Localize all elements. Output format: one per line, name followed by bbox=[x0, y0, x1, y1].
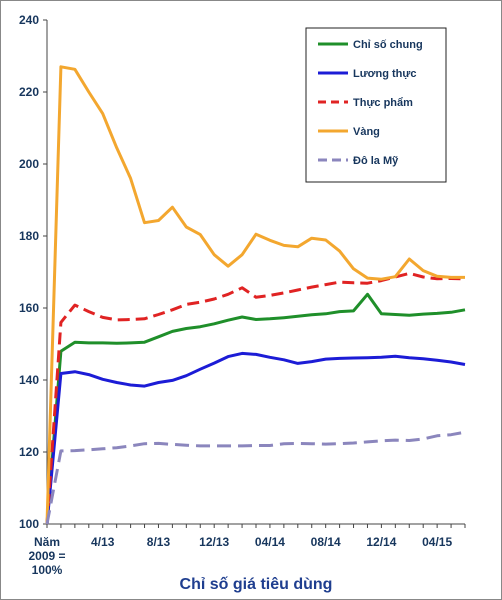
x-tick-label-line: 04/15 bbox=[422, 535, 452, 549]
x-tick-label: 08/14 bbox=[311, 535, 341, 549]
legend-label: Vàng bbox=[353, 126, 380, 138]
x-tick-label-line: 12/14 bbox=[366, 535, 396, 549]
y-tick-label: 220 bbox=[19, 85, 39, 99]
x-tick-label: 12/14 bbox=[366, 535, 396, 549]
series-line bbox=[45, 292, 466, 525]
series-line bbox=[45, 271, 466, 525]
x-tick-label: 04/15 bbox=[422, 535, 452, 549]
x-tick-label-line: 12/13 bbox=[199, 535, 229, 549]
x-tick-label-line: 04/14 bbox=[255, 535, 285, 549]
legend-label: Đô la Mỹ bbox=[353, 155, 399, 167]
x-tick-label-line: 100% bbox=[32, 563, 63, 577]
x-tick-label-line: 8/13 bbox=[147, 535, 171, 549]
y-tick-label: 180 bbox=[19, 229, 39, 243]
series-line bbox=[45, 430, 466, 525]
legend-label: Lương thực bbox=[353, 68, 416, 80]
y-tick-label: 120 bbox=[19, 445, 39, 459]
legend-box bbox=[305, 27, 447, 183]
legend-label: Thực phẩm bbox=[353, 97, 413, 109]
legend: Chỉ số chung Lương thực Thực phẩm Vàng Đô la… bbox=[305, 27, 447, 183]
series-line bbox=[45, 65, 465, 525]
x-tick-label: 04/14 bbox=[255, 535, 285, 549]
x-tick-label: 12/13 bbox=[199, 535, 229, 549]
x-tick-label-line: 4/13 bbox=[91, 535, 115, 549]
y-tick-label: 200 bbox=[19, 157, 39, 171]
x-tick-label-line: 08/14 bbox=[311, 535, 341, 549]
y-tick-label: 160 bbox=[19, 301, 39, 315]
y-tick-label: 140 bbox=[19, 373, 39, 387]
x-tick-label-line: Năm bbox=[34, 535, 60, 549]
legend-label: Chỉ số chung bbox=[353, 39, 423, 51]
series-lines bbox=[45, 65, 466, 525]
x-tick-label: Năm 2009 = 100% bbox=[28, 535, 65, 577]
x-axis-ticks: Năm 2009 = 100% 4/13 8/13 12/13 04/14 08/14 12/1… bbox=[28, 524, 466, 577]
y-tick-label: 240 bbox=[19, 13, 39, 27]
x-tick-label: 4/13 bbox=[91, 535, 115, 549]
x-tick-label: 8/13 bbox=[147, 535, 171, 549]
chart-title: Chỉ số giá tiêu dùng bbox=[180, 576, 333, 593]
x-tick-label-line: 2009 = bbox=[28, 549, 65, 563]
series-line bbox=[45, 351, 466, 525]
y-axis-ticks: 100 120 140 160 180 200 220 240 bbox=[19, 13, 47, 531]
y-tick-label: 100 bbox=[19, 517, 39, 531]
